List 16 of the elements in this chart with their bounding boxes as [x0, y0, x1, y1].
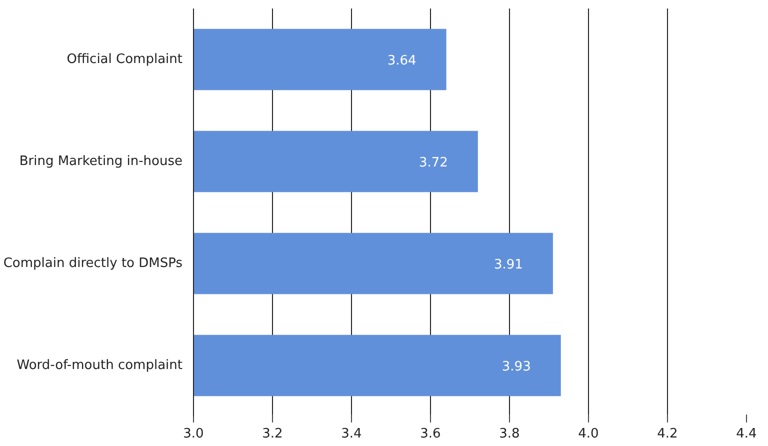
y-tick-label: Complain directly to DMSPs	[3, 256, 183, 271]
y-tick-label: Word-of-mouth complaint	[16, 358, 183, 373]
x-tick-label: 3.6	[420, 426, 441, 442]
y-tick-label: Bring Marketing in-house	[19, 154, 183, 169]
x-tick-label: 3.0	[183, 426, 204, 442]
data-label: 3.91	[494, 258, 523, 272]
x-tick-label: 3.8	[499, 426, 520, 442]
x-tick-label: 4.0	[578, 426, 599, 442]
data-label: 3.64	[387, 54, 416, 68]
x-tick-label: 3.4	[341, 426, 362, 442]
x-tick-label: 4.4	[736, 426, 757, 442]
x-tick-label: 3.2	[262, 426, 283, 442]
y-tick-label: Official Complaint	[66, 52, 183, 67]
data-label: 3.72	[418, 156, 448, 170]
x-tick-label: 4.2	[657, 426, 678, 442]
data-label: 3.93	[502, 360, 531, 374]
